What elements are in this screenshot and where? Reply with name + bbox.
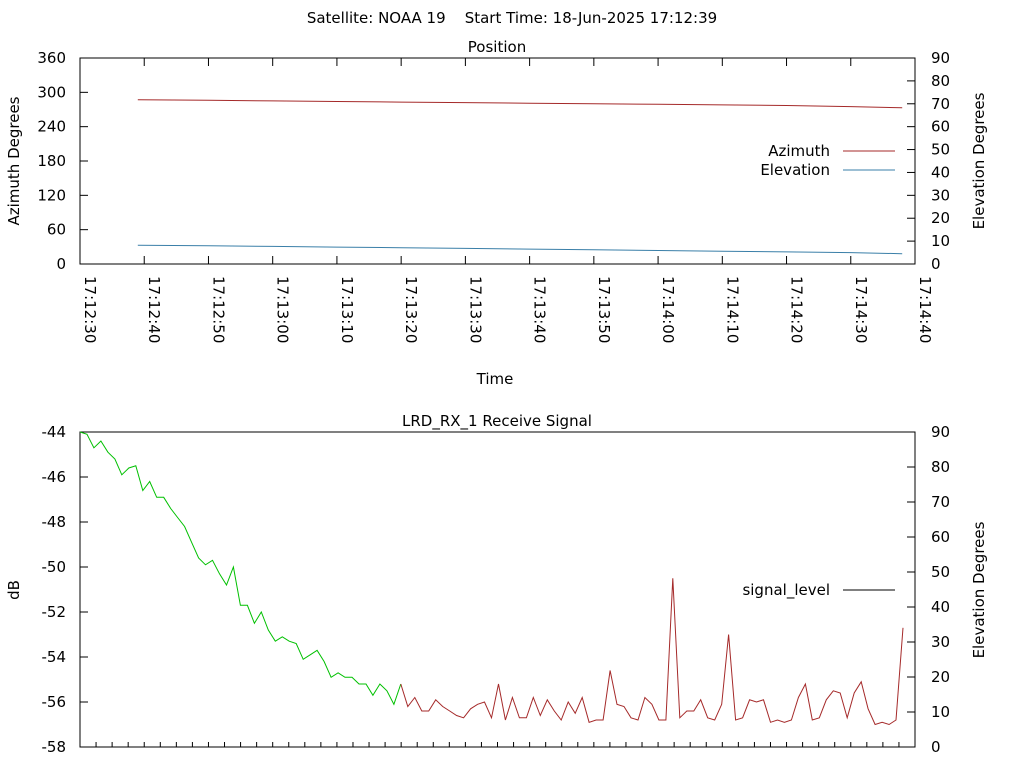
signal-y-tick-label: -54 [42, 648, 67, 666]
signal-y-label: dB [5, 580, 23, 600]
position-y2-tick-label: 50 [931, 141, 950, 159]
position-x-tick-label: 17:14:10 [723, 276, 741, 343]
position-y-tick-label: 240 [37, 118, 66, 136]
signal-y-tick-label: -50 [42, 558, 67, 576]
position-y2-tick-label: 30 [931, 186, 950, 204]
position-y2-tick-label: 80 [931, 72, 950, 90]
position-legend: Azimuth Elevation [760, 142, 895, 179]
signal-legend: signal_level [742, 581, 895, 600]
signal-y-tick-label: -58 [42, 738, 67, 756]
signal-y2-tick-label: 50 [931, 563, 950, 581]
series-line-azimuth [137, 99, 903, 109]
position-series [137, 99, 903, 255]
signal-series [79, 431, 904, 726]
position-x-tick-label: 17:12:30 [81, 276, 99, 343]
signal-y2-tick-label: 0 [931, 738, 941, 756]
position-y2-tick-label: 90 [931, 49, 950, 67]
signal-y2-tick-label: 70 [931, 493, 950, 511]
signal-axes: -44 -46 -48 -50 -52 -54 -56 -58 0 10 20 30 40 50 60 70 8… [42, 423, 951, 756]
legend-label-elevation: Elevation [760, 161, 830, 179]
position-y-tick-label: 60 [47, 221, 66, 239]
position-chart-title: Position [468, 38, 526, 56]
signal-y-tick-label: -48 [42, 513, 67, 531]
signal-y-tick-label: -52 [42, 603, 67, 621]
signal-chart: LRD_RX_1 Receive Signal -44-46-48-50-52-… [5, 412, 988, 756]
position-x-tick-label: 17:14:30 [852, 276, 870, 343]
series-line-elevation [137, 244, 903, 255]
legend-label-azimuth: Azimuth [768, 142, 830, 160]
signal-y2-tick-label: 20 [931, 668, 950, 686]
position-x-tick-label: 17:13:20 [402, 276, 420, 343]
signal-y2-tick-label: 80 [931, 458, 950, 476]
signal-y2-tick-label: 40 [931, 598, 950, 616]
position-x-tick-label: 17:13:40 [531, 276, 549, 343]
position-y-tick-label: 300 [37, 83, 66, 101]
signal-y-tick-label: -46 [42, 468, 67, 486]
header-title: Satellite: NOAA 19 Start Time: 18-Jun-20… [307, 9, 717, 27]
position-y2-tick-label: 20 [931, 209, 950, 227]
position-x-tick-label: 17:12:40 [145, 276, 163, 343]
position-y2-tick-label: 40 [931, 163, 950, 181]
position-y-tick-label: 180 [37, 152, 66, 170]
position-y-tick-label: 120 [37, 186, 66, 204]
position-y-tick-label: 360 [37, 49, 66, 67]
signal-y-tick-label: -56 [42, 693, 67, 711]
signal-chart-title: LRD_RX_1 Receive Signal [402, 412, 592, 431]
position-chart: Position 0 60 120 180 240 300 360 0 10 20 30 40 50 60… [5, 38, 988, 388]
signal-y2-tick-label: 30 [931, 633, 950, 651]
position-y2-label: Elevation Degrees [970, 92, 988, 229]
position-x-tick-label: 17:14:40 [916, 276, 934, 343]
series-line-signal-level-weak [400, 578, 904, 726]
position-y2-tick-label: 60 [931, 118, 950, 136]
position-x-tick-label: 17:13:30 [466, 276, 484, 343]
position-x-tick-label: 17:12:50 [209, 276, 227, 343]
position-axes: 0 60 120 180 240 300 360 0 10 20 30 40 50 60 70 80 90 17:… [37, 49, 950, 343]
signal-y2-tick-label: 90 [931, 423, 950, 441]
signal-y2-tick-label: 60 [931, 528, 950, 546]
position-y2-tick-label: 70 [931, 95, 950, 113]
position-x-tick-label: 17:13:50 [595, 276, 613, 343]
legend-label-signal-level: signal_level [742, 581, 830, 600]
series-line-signal-level-strong [79, 431, 402, 706]
position-x-tick-label: 17:13:00 [274, 276, 292, 343]
position-y2-tick-label: 10 [931, 232, 950, 250]
position-x-tick-label: 17:14:00 [659, 276, 677, 343]
signal-y2-label: Elevation Degrees [970, 521, 988, 658]
position-y2-tick-label: 0 [931, 255, 941, 273]
signal-y-tick-label: -44 [42, 423, 67, 441]
position-y-label: Azimuth Degrees [5, 96, 23, 225]
signal-y2-tick-label: 10 [931, 703, 950, 721]
position-y-tick-label: 0 [56, 255, 66, 273]
position-x-tick-label: 17:13:10 [338, 276, 356, 343]
position-x-label: Time [476, 370, 514, 388]
position-x-tick-label: 17:14:20 [788, 276, 806, 343]
